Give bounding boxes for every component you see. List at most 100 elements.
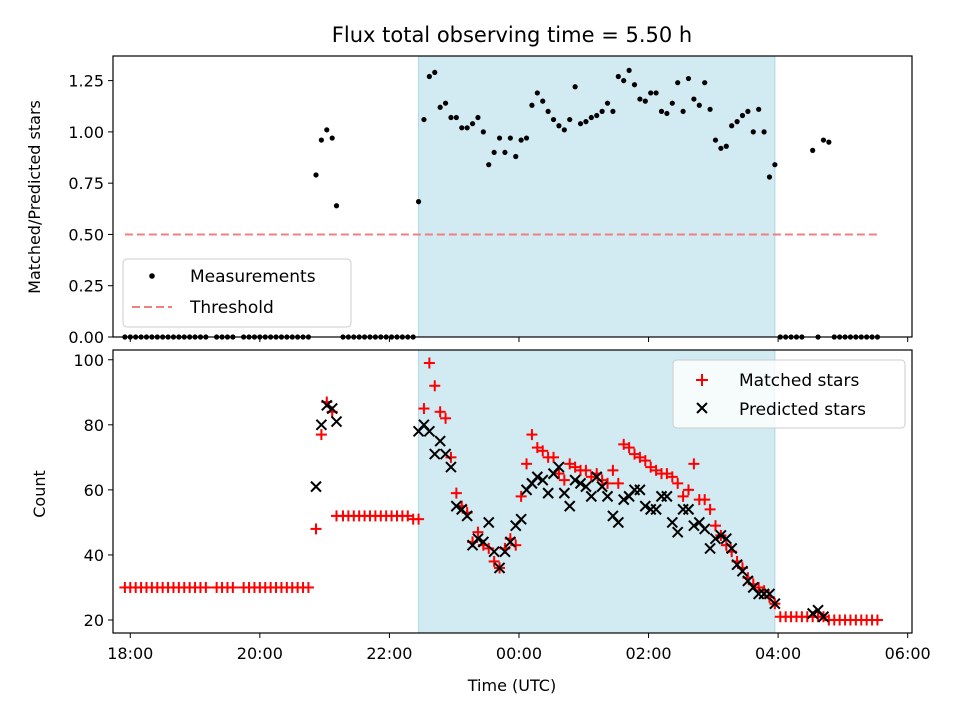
predicted-star-point [715,529,727,542]
matched-star-point [580,464,592,476]
predicted-star-point [704,542,716,555]
predicted-star-point [720,532,732,545]
predicted-star-point [542,487,554,499]
top-y-tick-label: 1.00 [68,123,104,142]
top-y-tick-label: 0.00 [68,328,104,347]
measurement-point [513,153,519,160]
predicted-star-point [601,490,614,503]
measurement-point [523,135,530,141]
bottom-y-tick-label: 100 [73,351,104,370]
bottom-legend: Matched stars Predicted stars [672,359,906,429]
bottom-legend-matched-marker [696,374,708,386]
measurement-point [475,114,481,121]
predicted-star-point [434,435,446,447]
top-legend-measurements-marker [149,273,155,279]
top-plot-area: 0.00 0.25 0.50 0.75 1.00 1.25 [68,55,913,347]
matched-star-point [558,474,570,486]
predicted-star-point [763,588,776,600]
top-y-tick-label: 1.25 [68,72,104,91]
measurement-point [702,80,708,86]
predicted-star-point [558,487,571,499]
predicted-star-point [574,477,587,490]
top-legend-box [122,258,352,328]
x-tick-label: 18:00 [107,644,153,663]
measurement-point [583,119,589,125]
measurement-point [426,73,432,80]
measurement-point [432,69,438,76]
x-tick-label: 20:00 [237,644,283,663]
measurement-point [469,121,476,127]
measurement-point [712,137,719,143]
matched-star-point [704,503,716,515]
predicted-star-point [612,516,625,529]
measurement-point [734,119,740,125]
matched-star-point [602,477,614,489]
measurement-point [820,137,827,143]
predicted-star-point [639,500,652,512]
matched-star-point [310,523,322,535]
predicted-star-point [321,399,333,412]
matched-star-point [510,539,522,551]
predicted-star-point [725,542,738,555]
top-legend: Measurements Threshold [122,258,352,328]
predicted-star-point [493,562,506,574]
measurement-point [675,80,681,86]
measurement-point [442,100,449,106]
measurement-point [318,137,324,143]
x-tick-label: 02:00 [625,644,671,663]
measurement-point [637,96,643,102]
predicted-star-point [499,545,511,558]
predicted-star-point [569,474,581,486]
bottom-y-tick-label: 20 [84,611,104,630]
measurement-point [691,96,697,102]
predicted-star-point [553,461,565,473]
predicted-star-point [666,516,679,529]
measurement-point [756,106,762,112]
measurement-point [599,108,605,114]
top-legend-threshold-label: Threshold [189,298,274,318]
measurement-point [664,110,670,117]
predicted-star-point [450,500,463,512]
top-y-tick-label: 0.25 [68,277,104,296]
measurement-point [329,135,335,141]
predicted-star-point [472,532,484,545]
predicted-star-point [596,480,608,493]
predicted-star-point [634,484,646,496]
bottom-legend-predicted-marker [696,402,708,414]
measurement-point [534,90,540,96]
matched-star-point [666,471,678,483]
measurement-point [518,137,524,143]
predicted-star-point [698,523,711,535]
predicted-star-point [661,490,673,503]
measurement-point [631,82,638,88]
predicted-star-point [445,461,457,473]
measurement-point [459,125,465,131]
matched-star-point [720,539,732,551]
predicted-star-point [531,471,544,483]
measurement-point [324,127,330,133]
matched-star-point [315,429,327,441]
measurement-point [486,162,492,168]
bottom-y-tick-label: 40 [84,546,104,565]
top-axes-frame [112,55,913,338]
top-chart-title: Flux total observing time = 5.50 h [332,23,692,47]
predicted-star-point [682,503,695,516]
predicted-star-point [671,526,684,538]
measurement-point [745,108,751,114]
matched-star-point [612,477,624,489]
predicted-star-point [315,419,328,431]
predicted-star-point [310,480,322,493]
measurement-point [540,98,546,104]
predicted-star-point [618,493,630,506]
matched-star-point [688,458,700,470]
measurement-point [761,129,767,135]
measurement-point [491,149,497,156]
measurement-point [480,129,486,135]
matched-star-point [450,487,462,499]
predicted-star-point [326,402,338,415]
matched-star-point [709,520,721,532]
predicted-star-point [688,519,700,532]
bottom-y-tick-label: 60 [84,481,104,500]
measurement-point [572,84,578,90]
matched-star-point [413,513,425,525]
